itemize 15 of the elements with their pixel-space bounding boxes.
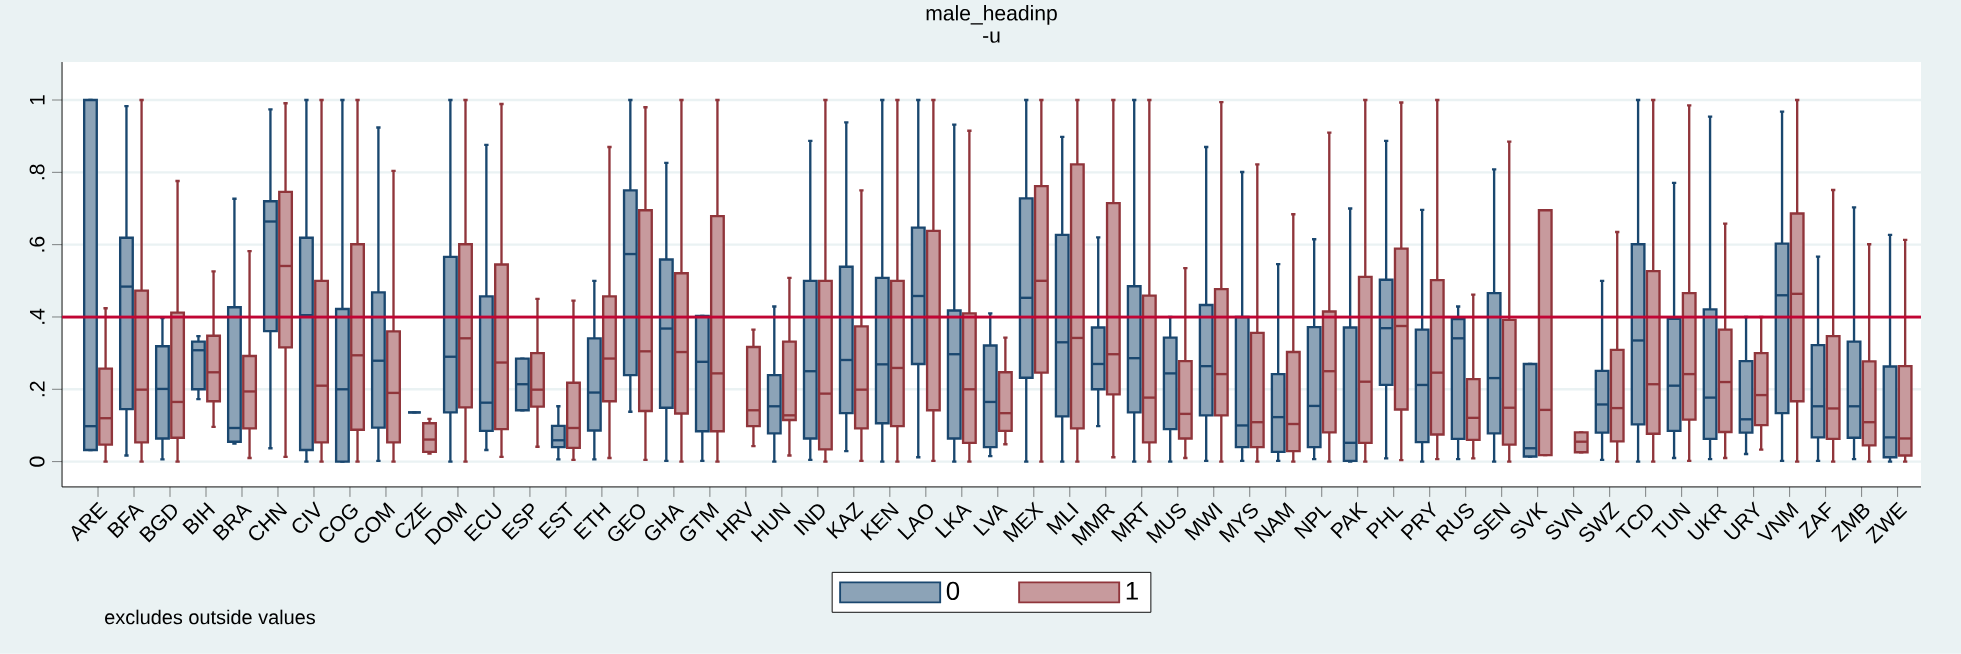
x-tick-label: CIV (292, 501, 321, 533)
y-tick-label: .2 (29, 381, 45, 397)
y-tick-label: 0 (29, 456, 45, 467)
chart-title: male_headinp (926, 5, 1057, 25)
x-tick-label: NPL (1293, 506, 1332, 540)
y-tick-label: .4 (30, 308, 45, 325)
chart-subtitle: -u (983, 31, 1000, 43)
x-tick-label: IND (793, 504, 825, 536)
text: excludes outside values (105, 609, 315, 625)
y-tick-label: .8 (29, 164, 45, 180)
x-tick-label: LKA (934, 505, 973, 539)
y-tick-label: 1 (30, 95, 45, 105)
y-tick-label: .6 (29, 236, 45, 252)
legend-label: 0 (946, 581, 960, 601)
legend-label: 1 (1126, 582, 1138, 600)
